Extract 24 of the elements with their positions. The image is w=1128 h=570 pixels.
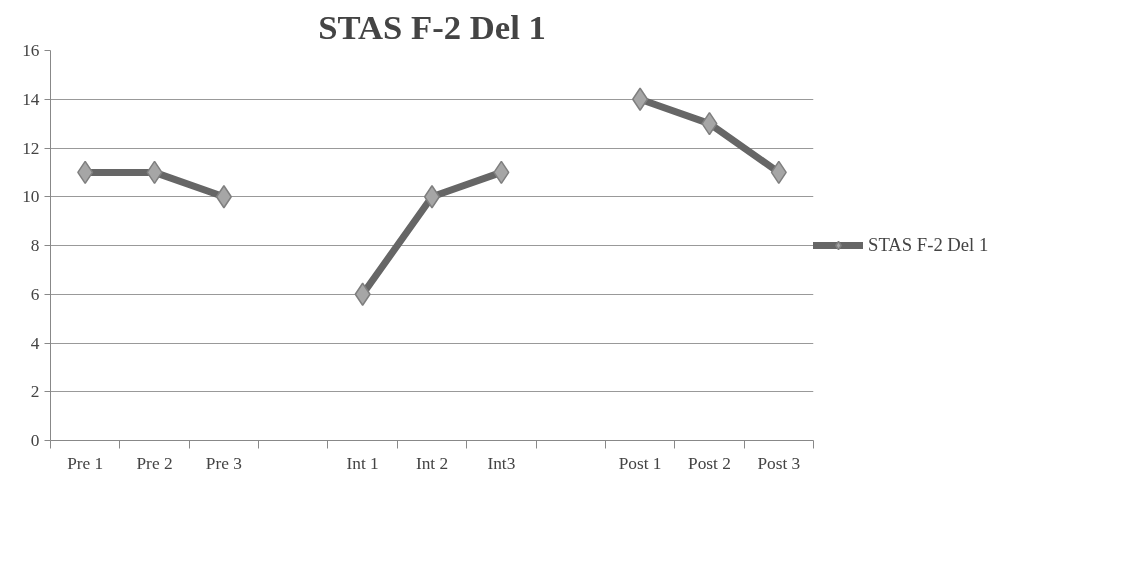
x-tick-label: Pre 1	[67, 453, 104, 473]
y-tick-label: 16	[22, 41, 40, 60]
y-tick-label: 6	[30, 284, 40, 304]
y-tick-label: 0	[30, 431, 40, 450]
y-tick-label: 12	[22, 138, 40, 158]
y-tick-label: 10	[22, 187, 40, 207]
x-tick-label: Pre 3	[205, 453, 242, 473]
y-tick-label: 14	[22, 89, 40, 109]
y-tick-label: 4	[30, 333, 40, 353]
point	[215, 185, 232, 209]
x-tick-label: Post 2	[688, 453, 731, 473]
x-tick-label: Int3	[487, 453, 516, 473]
legend-label: STAS F-2 Del 1	[868, 234, 989, 256]
point	[632, 87, 649, 111]
chart-title: STAS F-2 Del 1	[318, 7, 546, 46]
x-tick-label: Pre 2	[136, 453, 173, 473]
x-tick-label: Post 3	[757, 453, 801, 473]
y-tick-label: 2	[30, 382, 40, 402]
x-tick-label: Post 1	[618, 453, 662, 473]
point	[354, 282, 371, 306]
x-tick-label: Int 1	[346, 453, 379, 473]
y-tick-label: 8	[30, 236, 40, 255]
point	[423, 185, 441, 209]
x-tick-label: Int 2	[415, 453, 449, 473]
